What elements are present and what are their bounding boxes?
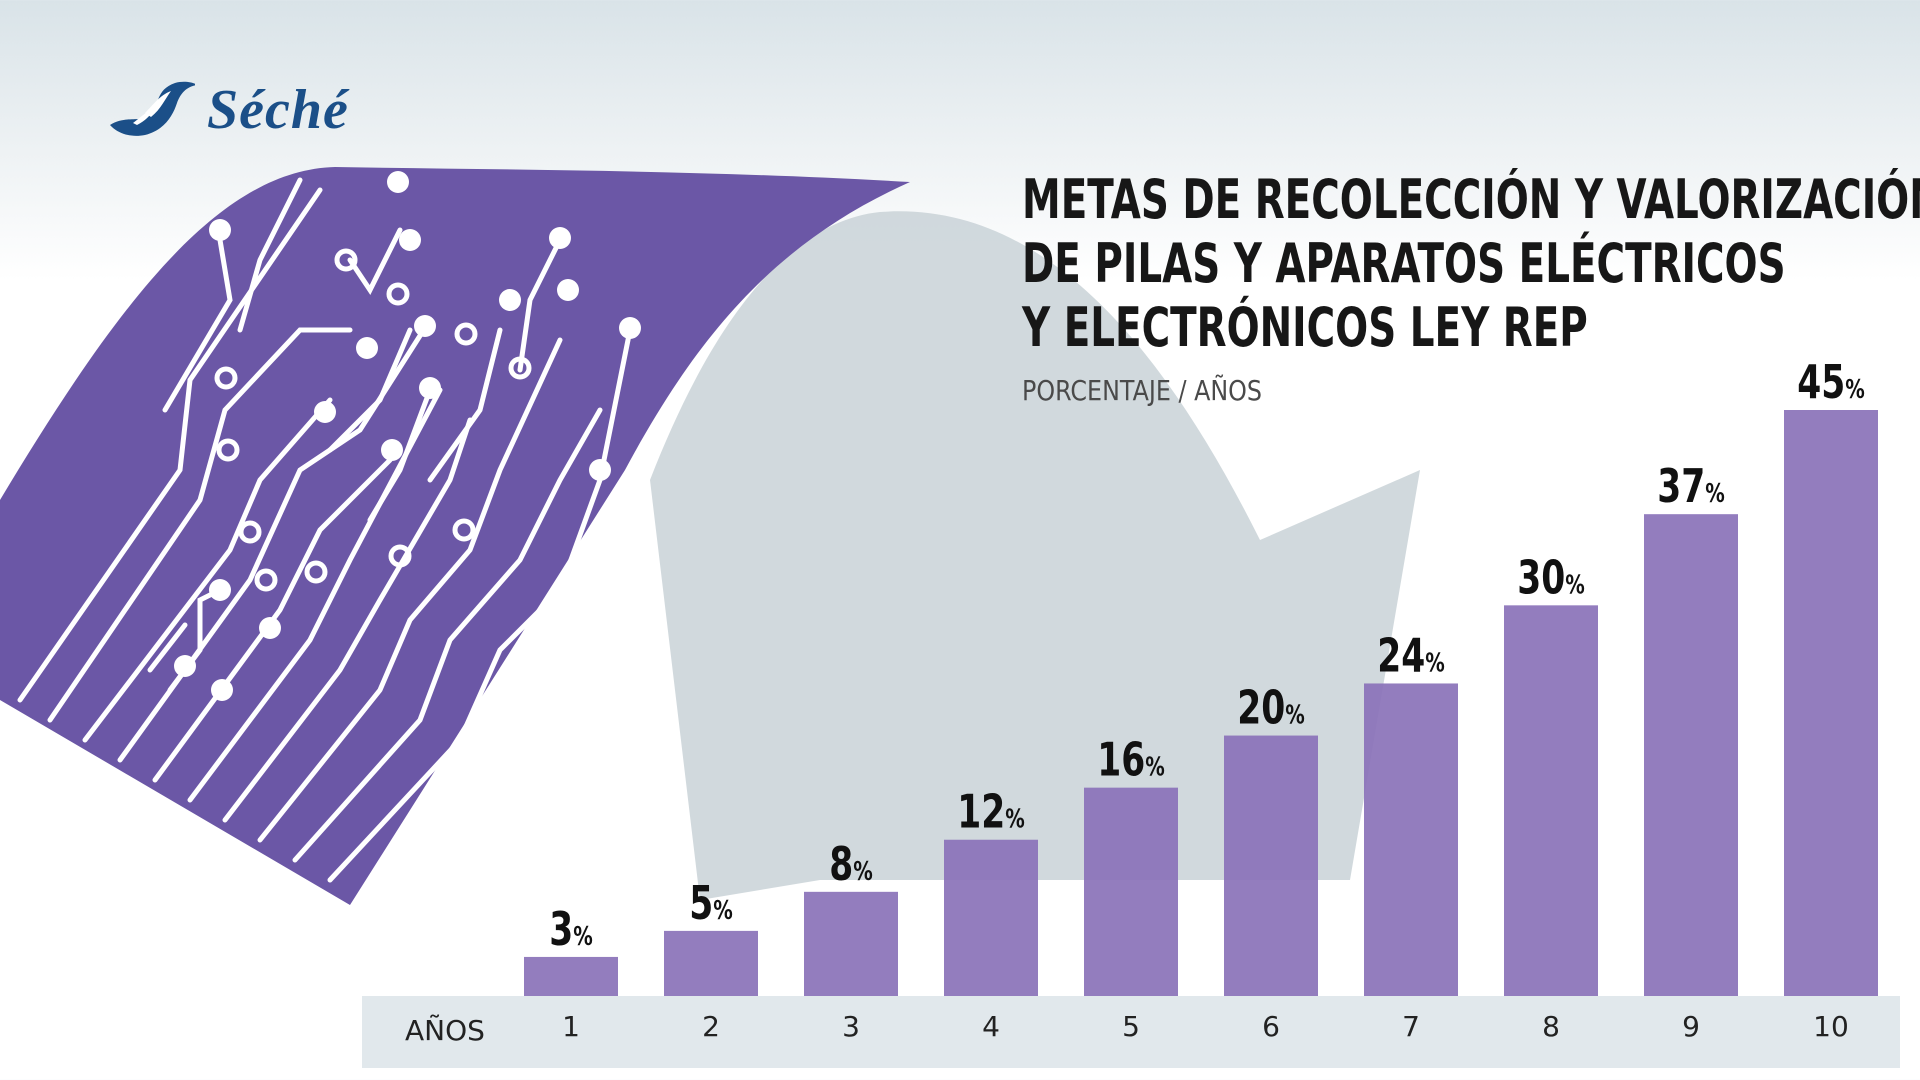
bar-value-label: 5%	[689, 876, 733, 930]
bar-3	[804, 891, 898, 996]
circuit-nodes	[174, 171, 641, 701]
bar-value-label: 3%	[549, 902, 593, 956]
circuit-traces	[17, 177, 633, 883]
bar-value-label: 45%	[1797, 355, 1865, 409]
bar-value-label: 12%	[957, 785, 1025, 839]
x-axis-label: AÑOS	[405, 1014, 485, 1047]
x-tick-label: 5	[1122, 1010, 1140, 1043]
x-tick-label: 8	[1542, 1010, 1560, 1043]
x-tick-label: 1	[562, 1010, 580, 1043]
bars-group: 3% 1 5% 2 8% 3 12% 4 16% 5 20% 6 24% 7 30% 8 37% 9 45% 10	[524, 355, 1878, 1043]
x-tick-label: 9	[1682, 1010, 1700, 1043]
x-tick-label: 10	[1813, 1010, 1849, 1043]
bar-value-label: 16%	[1097, 733, 1165, 787]
x-tick-label: 4	[982, 1010, 1000, 1043]
chart-subtitle: PORCENTAJE / AÑOS	[1022, 374, 1263, 407]
bar-7	[1364, 683, 1458, 996]
bar-6	[1224, 735, 1318, 996]
brand-name: Séché	[207, 79, 349, 141]
bar-10	[1784, 410, 1878, 996]
bar-8	[1504, 605, 1598, 996]
bar-value-label: 37%	[1657, 459, 1725, 513]
x-tick-label: 6	[1262, 1010, 1280, 1043]
arrow-shape	[650, 211, 1420, 901]
bar-4	[944, 839, 1038, 996]
circuit-rings	[214, 248, 532, 592]
x-tick-label: 2	[702, 1010, 720, 1043]
x-tick-label: 3	[842, 1010, 860, 1043]
logo-wave-icon	[110, 81, 195, 136]
bar-value-label: 24%	[1377, 628, 1445, 682]
bar-value-label: 30%	[1517, 550, 1585, 604]
chart-title-line-3: Y ELECTRÓNICOS LEY REP	[1022, 296, 1588, 359]
bar-9	[1644, 514, 1738, 996]
bar-5	[1084, 787, 1178, 996]
x-tick-label: 7	[1402, 1010, 1420, 1043]
seche-logo: Séché	[105, 70, 349, 150]
bar-1	[524, 956, 618, 996]
bar-2	[664, 930, 758, 996]
x-axis-band	[362, 996, 1900, 1068]
bar-value-label: 20%	[1237, 681, 1305, 735]
bar-value-label: 8%	[829, 837, 873, 891]
